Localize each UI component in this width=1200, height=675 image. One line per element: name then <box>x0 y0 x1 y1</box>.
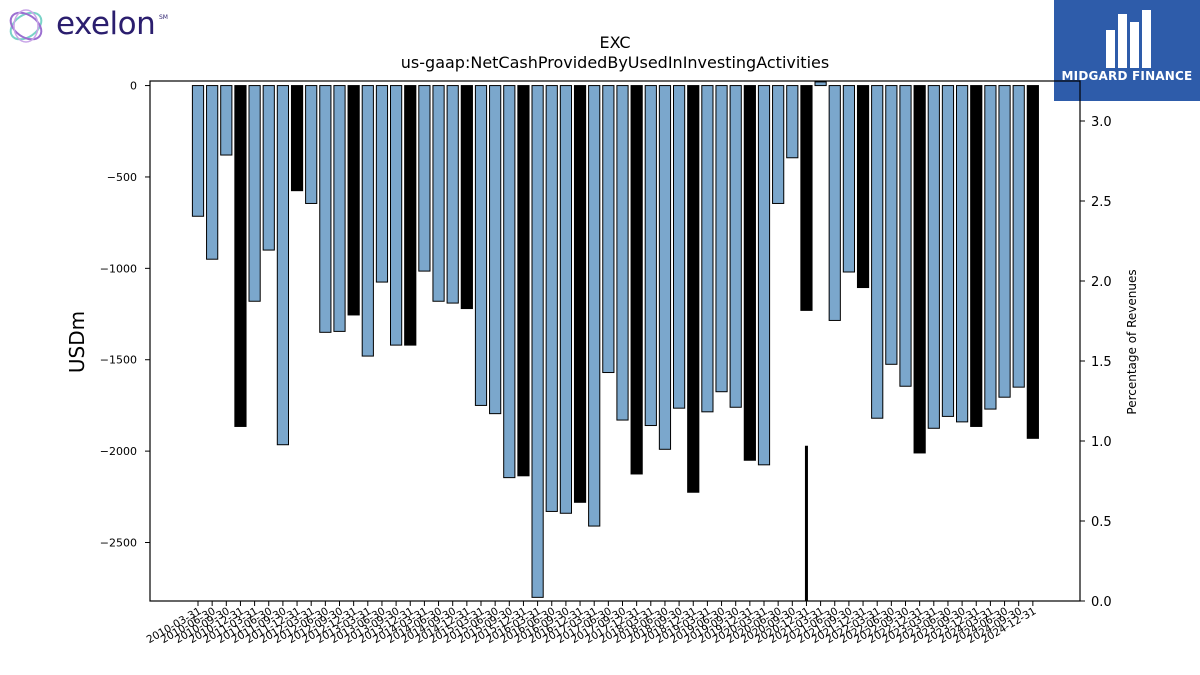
bar-2011-06-30 <box>262 85 275 251</box>
midgard-monogram-icon <box>1106 10 1151 70</box>
bar-2023-03-31 <box>927 85 940 429</box>
bar-2021-03-31 <box>814 81 827 87</box>
bar-2018-09-30 <box>673 85 686 409</box>
bar-2023-09-30 <box>956 85 969 423</box>
bar-2013-03-31 <box>361 85 374 357</box>
bar-2015-12-31 <box>517 85 530 477</box>
bar-2024-09-30 <box>1012 85 1025 388</box>
bar-2020-06-30 <box>772 85 785 204</box>
y-axis-ticks: 0 −500 −1000 −1500 −2000 −2500 <box>100 80 150 550</box>
bar-2022-09-30 <box>899 85 912 387</box>
bar-2017-09-30 <box>616 85 629 421</box>
bar-2017-12-31 <box>630 85 643 475</box>
bar-2011-03-31 <box>248 85 261 302</box>
bar-2014-12-31 <box>460 85 473 310</box>
bar-2012-09-30 <box>333 85 346 332</box>
y2-tick-label: 1.5 <box>1091 355 1112 370</box>
bar-2023-06-30 <box>941 85 955 417</box>
service-mark: SM <box>159 14 168 21</box>
bar-2015-09-30 <box>503 85 516 479</box>
bar-2020-09-30 <box>786 85 799 159</box>
bar-2016-09-30 <box>559 85 572 514</box>
bar-2018-03-31 <box>644 85 657 427</box>
y-tick-label: −1000 <box>100 262 137 275</box>
bar-2011-12-31 <box>290 85 304 192</box>
chart-subtitle: us-gaap:NetCashProvidedByUsedInInvesting… <box>401 53 829 72</box>
bar-2013-09-30 <box>390 85 403 346</box>
y-tick-label: 0 <box>130 80 137 93</box>
bar-2021-12-31 <box>856 85 870 289</box>
y-axis-label: USDm <box>65 311 89 373</box>
y-tick-label: −2000 <box>100 445 137 458</box>
bar-2021-09-30 <box>842 85 855 273</box>
bar-2014-09-30 <box>446 85 459 304</box>
bar-2024-12-31 <box>1026 85 1039 439</box>
bar-2017-03-31 <box>588 85 601 527</box>
bar-2013-12-31 <box>404 85 417 346</box>
bar-2011-09-30 <box>276 85 289 446</box>
bar-series <box>191 81 1039 598</box>
y2-tick-label: 0.0 <box>1091 595 1112 610</box>
bar-2014-06-30 <box>432 85 445 302</box>
exelon-logo: exelon SM <box>4 4 184 48</box>
bar-2022-03-31 <box>871 85 884 419</box>
bar-2016-06-30 <box>545 85 558 512</box>
y2-tick-label: 2.0 <box>1091 275 1112 290</box>
bar-2010-12-31 <box>234 85 247 427</box>
y2-tick-label: 0.5 <box>1091 515 1112 530</box>
y2-axis-ticks: 0.0 0.5 1.0 1.5 2.0 2.5 3.0 <box>1080 115 1112 610</box>
midgard-finance-logo: MIDGARD FINANCE <box>1054 0 1200 101</box>
bar-2022-12-31 <box>913 85 926 454</box>
bar-2018-12-31 <box>687 85 700 493</box>
chart-title: EXC <box>599 33 630 52</box>
bar-2012-06-30 <box>319 85 332 333</box>
bar-2017-06-30 <box>602 85 615 374</box>
y2-tick-label: 3.0 <box>1091 115 1112 130</box>
bar-2020-03-31 <box>757 85 771 466</box>
y2-axis-label: Percentage of Revenues <box>1125 269 1139 414</box>
bar-2023-12-31 <box>970 85 983 427</box>
y2-tick-label: 2.5 <box>1091 195 1112 210</box>
bar-2013-06-30 <box>375 85 389 283</box>
bar-2010-03-31 <box>191 85 205 217</box>
bar-2019-09-30 <box>729 85 742 408</box>
bar-2024-06-30 <box>998 85 1011 398</box>
y-tick-label: −1500 <box>100 354 137 367</box>
bar-2010-06-30 <box>206 85 219 260</box>
bar-2019-06-30 <box>715 85 728 393</box>
bar-2014-03-31 <box>418 85 431 272</box>
bar-2010-09-30 <box>220 85 233 156</box>
bar-2016-12-31 <box>573 85 587 503</box>
y-tick-label: −500 <box>107 171 137 184</box>
exelon-swirl-icon <box>9 9 43 43</box>
bar-2022-06-30 <box>885 85 898 365</box>
plot-frame <box>149 80 1081 602</box>
bar-2024-03-31 <box>984 85 997 410</box>
bar-2012-12-31 <box>347 85 360 316</box>
bar-2019-03-31 <box>701 85 714 413</box>
midgard-finance-label: MIDGARD FINANCE <box>1061 69 1193 83</box>
bar-2016-03-31 <box>531 85 544 598</box>
bar-2015-03-31 <box>474 85 488 406</box>
bar-2015-06-30 <box>489 85 502 415</box>
y-tick-label: −2500 <box>100 537 137 550</box>
bar-2020-12-31 <box>800 85 813 311</box>
x-axis-ticks: 2010-03-312010-06-302010-09-302010-12-31… <box>145 601 1038 646</box>
bar-2019-12-31 <box>743 85 756 461</box>
y2-tick-label: 1.0 <box>1091 435 1112 450</box>
bar-2018-06-30 <box>658 85 672 450</box>
exelon-wordmark: exelon <box>56 6 156 42</box>
bar-2021-06-30 <box>828 85 841 321</box>
bar-2012-03-31 <box>305 85 318 204</box>
